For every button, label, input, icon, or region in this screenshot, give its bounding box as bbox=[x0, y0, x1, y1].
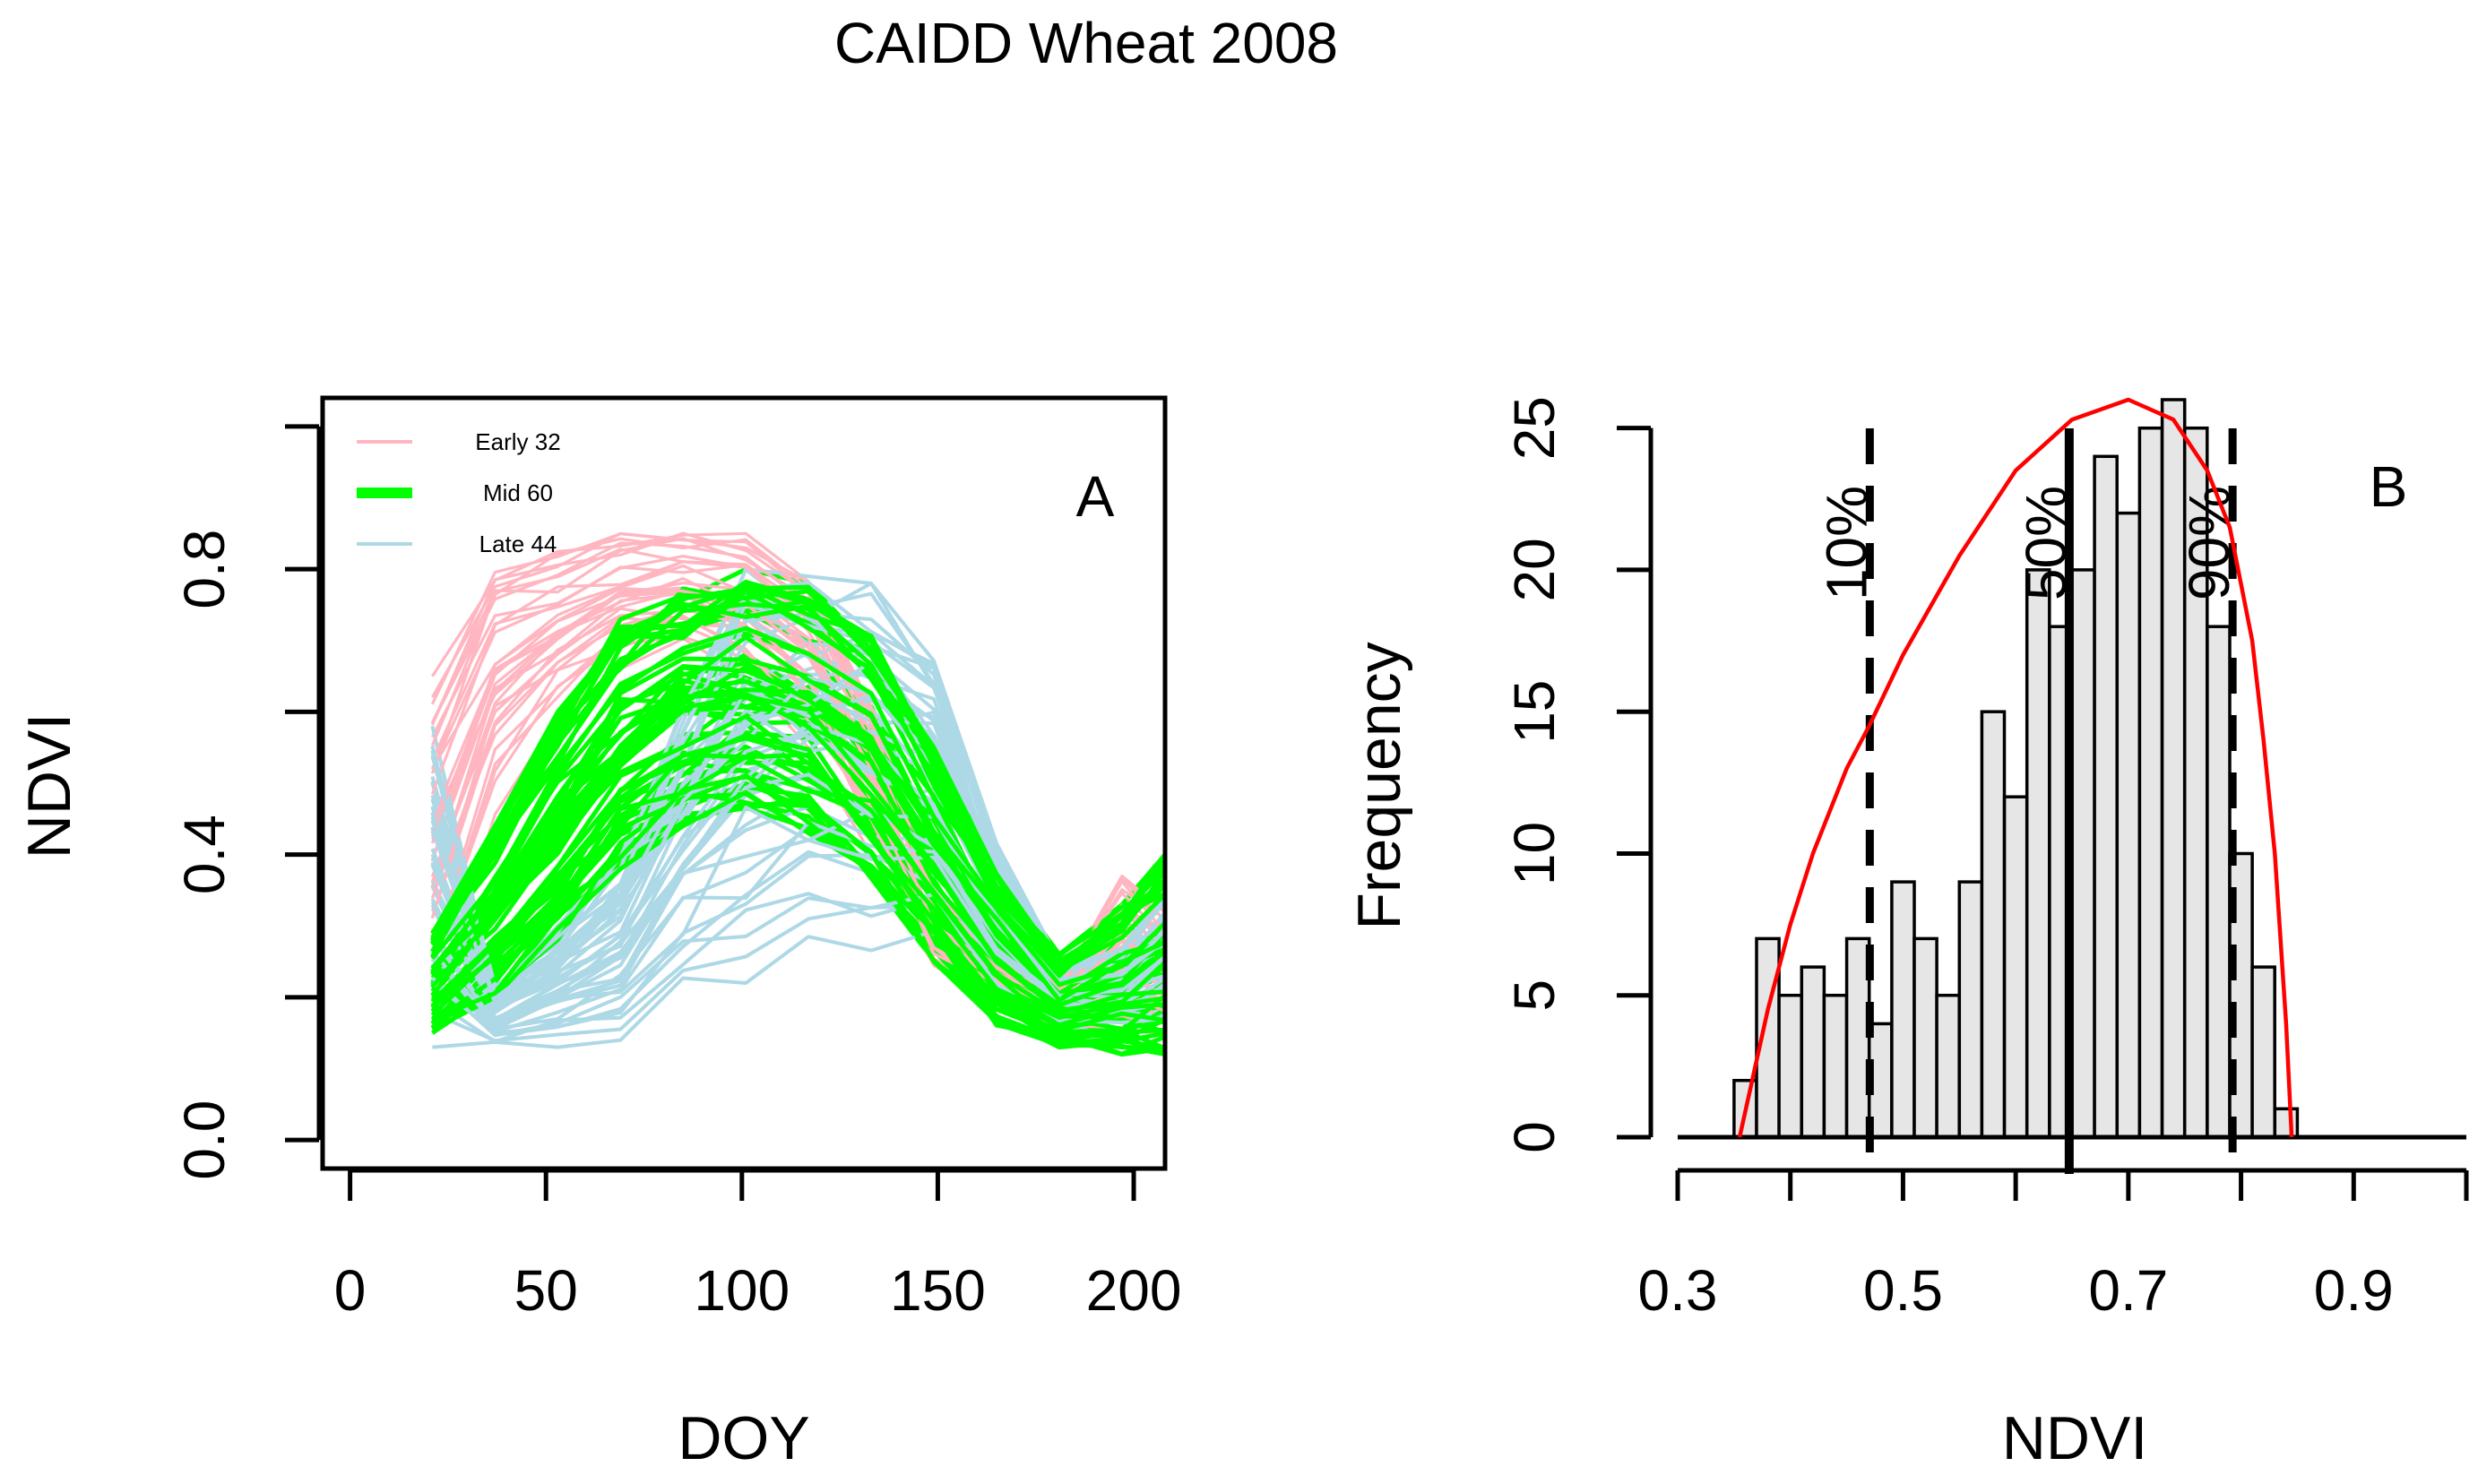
y-tick-label: 15 bbox=[1502, 680, 1567, 744]
panel-b-density-curve bbox=[1737, 397, 2294, 1138]
series-line-mid bbox=[430, 692, 1167, 1007]
density-curve-line bbox=[1737, 397, 2294, 1138]
histogram-bar bbox=[1777, 993, 1803, 1139]
y-tick-label: 25 bbox=[1502, 396, 1567, 460]
series-line-late bbox=[432, 929, 1166, 1049]
histogram-bar bbox=[1935, 993, 1961, 1139]
x-tick-label: 0.3 bbox=[1638, 1258, 1718, 1323]
panel-a-legend: Early 32 Mid 60 Late 44 bbox=[357, 428, 561, 557]
quantile-label-10pct: 10% bbox=[1814, 486, 1878, 600]
histogram-bar bbox=[2070, 568, 2096, 1139]
legend-label: Early 32 bbox=[475, 428, 560, 455]
panel-b-label: B bbox=[2370, 454, 2408, 519]
histogram-bar bbox=[1912, 936, 1938, 1139]
x-tick-label: 0.9 bbox=[2314, 1258, 2394, 1323]
panel-a-series-lines bbox=[430, 531, 1168, 1057]
y-tick-label: 5 bbox=[1502, 979, 1567, 1012]
histogram-bar bbox=[1800, 965, 1826, 1139]
series-line-late bbox=[431, 893, 1166, 1038]
series-line-mid bbox=[430, 714, 1166, 1016]
histogram-bar bbox=[1844, 936, 1871, 1139]
y-tick-label: 0.4 bbox=[172, 815, 237, 894]
histogram-bar bbox=[2093, 454, 2119, 1139]
y-tick-label: 0.0 bbox=[172, 1100, 237, 1180]
histogram-bar bbox=[2137, 426, 2164, 1139]
histogram-bar bbox=[2273, 1107, 2300, 1139]
histogram-bar bbox=[2115, 511, 2142, 1139]
figure-title: CAIDD Wheat 2008 bbox=[834, 11, 1338, 75]
histogram-bar bbox=[2025, 568, 2051, 1139]
panel-a-y-axis: 0.0 0.4 0.8 bbox=[172, 424, 322, 1180]
panel-b-quantile-lines: 10% 50% 90% bbox=[1814, 428, 2241, 1174]
panel-b-histogram: 10% 50% 90% 0.3 0.5 0.7 0.9 0 5 10 15 20 25 NDVI F… bbox=[1345, 396, 2469, 1472]
x-tick-label: 150 bbox=[890, 1258, 986, 1323]
x-tick-label: 0 bbox=[334, 1258, 367, 1323]
x-tick-label: 100 bbox=[694, 1258, 790, 1323]
histogram-bar bbox=[1890, 880, 1916, 1139]
series-line-mid bbox=[431, 774, 1166, 1057]
series-line-mid bbox=[430, 694, 1167, 1013]
y-tick-label: 0.8 bbox=[172, 530, 237, 609]
series-line-mid bbox=[430, 634, 1167, 988]
panel-b-x-axis: 0.3 0.5 0.7 0.9 bbox=[1638, 1168, 2469, 1323]
series-line-mid bbox=[431, 789, 1166, 1050]
x-tick-label: 50 bbox=[514, 1258, 578, 1323]
panel-a-x-axis-label: DOY bbox=[678, 1404, 809, 1472]
series-line-mid bbox=[430, 589, 1168, 966]
series-line-mid bbox=[430, 733, 1166, 1028]
histogram-bar bbox=[1980, 710, 2007, 1139]
histogram-bar bbox=[2250, 965, 2276, 1139]
series-line-mid bbox=[430, 585, 1167, 973]
series-line-mid bbox=[430, 584, 1167, 957]
panel-b-histogram-bars bbox=[1732, 398, 2300, 1139]
y-tick-label: 0 bbox=[1502, 1121, 1567, 1153]
y-tick-label: 20 bbox=[1502, 538, 1567, 601]
panel-a-line-chart: 0 50 100 150 200 0.0 0.4 0.8 DOY NDVI A Early … bbox=[15, 395, 1182, 1472]
histogram-bar bbox=[2206, 625, 2232, 1139]
histogram-bar bbox=[2002, 795, 2029, 1139]
x-tick-label: 0.7 bbox=[2088, 1258, 2168, 1323]
series-line-mid bbox=[430, 588, 1167, 979]
x-tick-label: 200 bbox=[1086, 1258, 1182, 1323]
y-tick-label: 10 bbox=[1502, 822, 1567, 885]
panel-b-y-axis: 0 5 10 15 20 25 bbox=[1502, 396, 1653, 1153]
histogram-bar bbox=[1822, 993, 1849, 1139]
panel-a-y-axis-label: NDVI bbox=[15, 713, 83, 858]
x-tick-label: 0.5 bbox=[1863, 1258, 1943, 1323]
series-line-mid bbox=[430, 752, 1166, 1033]
panel-b-x-axis-label: NDVI bbox=[2002, 1404, 2147, 1472]
series-line-mid bbox=[430, 664, 1167, 1003]
quantile-label-50pct: 50% bbox=[2014, 486, 2078, 600]
panel-a-x-axis: 0 50 100 150 200 bbox=[334, 1168, 1182, 1323]
panel-b-y-axis-label: Frequency bbox=[1345, 642, 1413, 929]
panel-a-label: A bbox=[1076, 464, 1115, 529]
quantile-label-90pct: 90% bbox=[2177, 486, 2241, 600]
legend-label: Late 44 bbox=[479, 531, 557, 557]
legend-label: Mid 60 bbox=[483, 479, 553, 506]
histogram-bar bbox=[1957, 880, 1984, 1139]
